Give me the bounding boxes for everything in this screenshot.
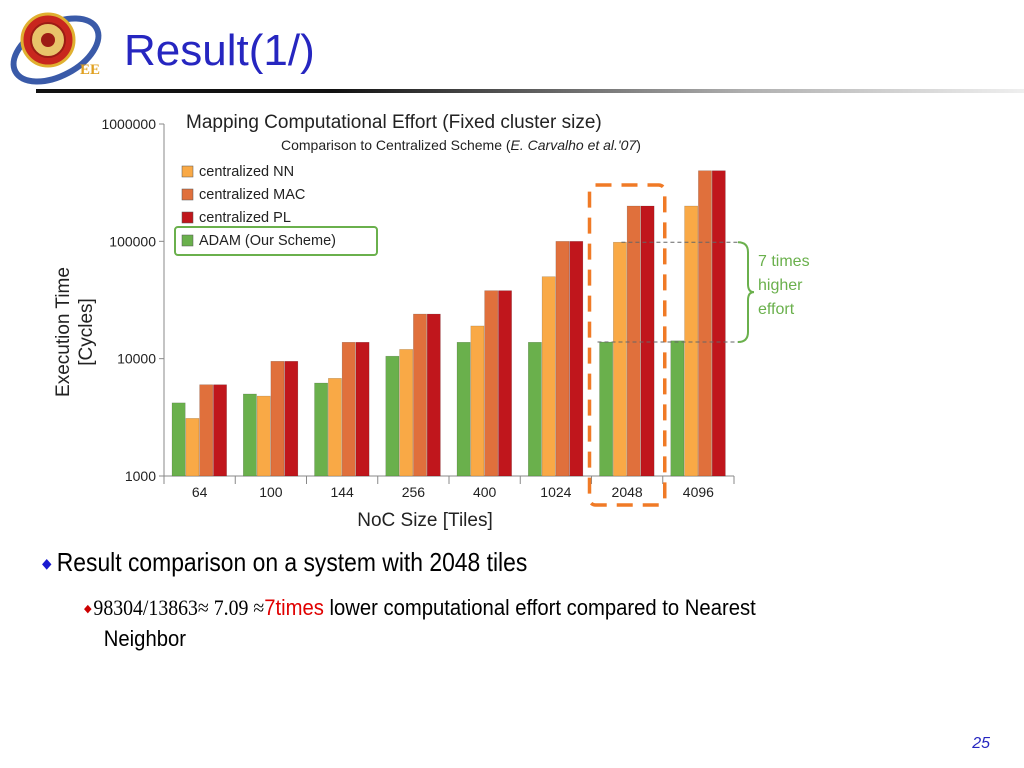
annotation-text: effort [758,301,795,318]
bar [355,342,370,477]
y-axis-label-line2: [Cycles] [76,298,97,366]
bar [555,241,570,477]
bar [528,342,542,477]
annotation-text: 7 times [758,253,810,270]
bar [640,205,655,477]
bar [670,340,685,477]
x-tick-label: 256 [402,484,426,500]
bar [341,342,356,477]
legend-label: centralized PL [199,210,291,226]
logo-text: EE [80,62,100,78]
legend-label: ADAM (Our Scheme) [199,233,336,249]
bar [399,349,414,477]
bullet-sub-text: lower computational effort compared to N… [323,595,756,620]
bar [413,313,427,477]
bar [684,205,699,477]
bar [456,342,471,477]
bar [426,313,441,477]
x-tick-label: 64 [192,484,208,500]
annotation-brace [737,241,755,344]
title-divider [36,89,1024,93]
bar [328,378,342,477]
bullet-sub-formula: 98304/13863≈ 7.09 ≈ [93,595,265,620]
bar [569,241,584,477]
bullet-sub-continuation: Neighbor [103,626,186,651]
legend-label: centralized NN [199,164,294,180]
sub-bullet-diamond-icon: ◆ [84,603,92,615]
bar [613,241,627,477]
legend-swatch [181,165,194,178]
legend-label: centralized MAC [199,187,305,203]
bar [626,205,641,477]
annotation-text: higher [758,277,803,294]
bar [541,276,556,477]
bar [256,395,271,477]
bar [470,325,485,477]
chart-subtitle-suffix: ) [636,137,641,153]
highlight-dashed-box [587,183,667,507]
university-logo: EE [10,12,102,85]
highlight-box [587,183,667,507]
bullet-main: ◆ Result comparison on a system with 2048… [42,547,834,578]
bar [711,170,726,477]
chart-title: Mapping Computational Effort (Fixed clus… [186,112,602,133]
chart-subtitle-citation: E. Carvalho et al.'07 [511,137,638,153]
chart-bars [171,170,726,477]
y-tick-label: 100000 [109,233,156,249]
bar [185,418,200,477]
bar [498,290,512,477]
bar [385,355,400,477]
bullet-main-text: Result comparison on a system with 2048 … [56,547,528,577]
x-tick-label: 100 [259,484,283,500]
bar [270,361,285,477]
page-title: Result(1/) [124,26,315,75]
bar [484,290,499,477]
y-axis-label-line1: Execution Time [53,267,74,397]
x-axis-label: NoC Size [Tiles] [357,510,493,531]
chart-legend: centralized NN centralized MAC centralized… [174,164,378,256]
annotation: 7 times higher effort [597,241,810,344]
page-number: 25 [972,735,990,752]
y-tick-label: 1000000 [101,116,156,132]
y-tick-label: 10000 [117,351,156,367]
x-tick-label: 2048 [612,484,643,500]
bullet-sub: ◆98304/13863≈ 7.09 ≈7times lower computa… [84,593,921,654]
bar [599,341,613,477]
bar [698,170,712,477]
bar [284,361,299,477]
chart-subtitle: Comparison to Centralized Scheme (E. Car… [281,137,641,153]
bar [314,382,328,477]
x-tick-label: 1024 [540,484,571,500]
y-tick-label: 1000 [125,468,156,484]
bar [243,393,257,477]
bar [171,402,186,477]
x-tick-label: 144 [330,484,354,500]
bar [213,384,227,477]
legend-swatch [181,188,194,201]
x-tick-label: 4096 [683,484,714,500]
bullet-sub-highlight: 7times [264,595,324,620]
bullet-diamond-icon: ◆ [42,555,52,571]
tick-labels: 1000 10000 100000 1000000 64 100 144 256 400 1024… [101,116,714,500]
y-gridlines [159,123,164,477]
chart-subtitle-prefix: Comparison to Centralized Scheme ( [281,137,511,153]
bar-chart: 1000 10000 100000 1000000 64 100 144 256 400 1024… [53,112,810,531]
legend-swatch [181,211,194,224]
legend-swatch [181,234,194,247]
x-tick-label: 400 [473,484,497,500]
bar [199,384,214,477]
legend-highlight-box [174,226,378,256]
